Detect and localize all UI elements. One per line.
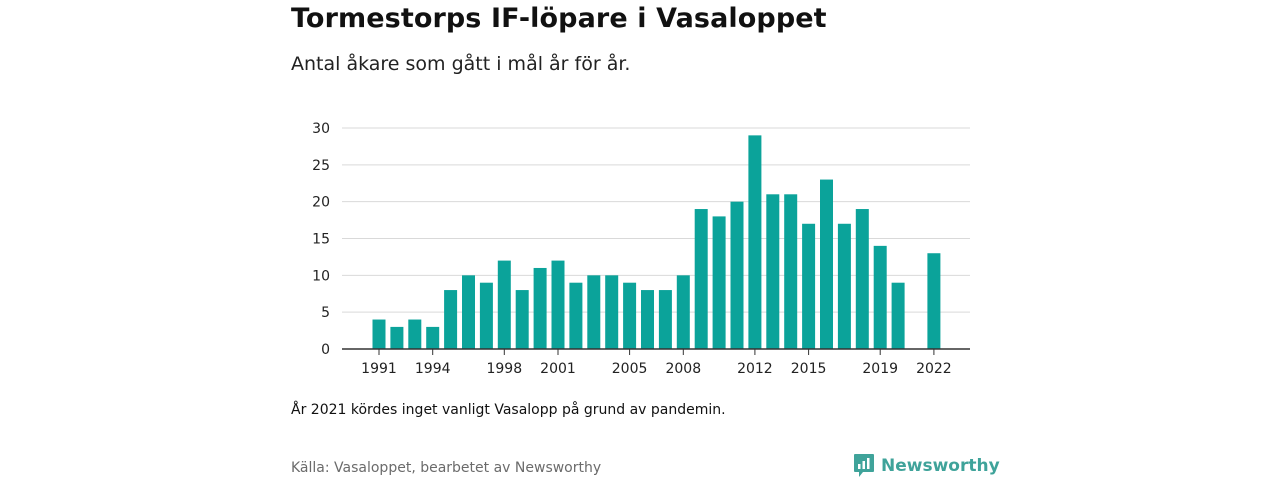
bar-2007 xyxy=(658,290,672,349)
bar-2018 xyxy=(855,209,869,349)
y-tick-label: 0 xyxy=(321,342,330,358)
y-axis: 0 5 10 15 20 25 30 xyxy=(312,121,330,358)
x-tick-label: 2019 xyxy=(862,361,898,377)
brand-name: Newsworthy xyxy=(881,456,1000,476)
y-tick-label: 10 xyxy=(312,268,330,284)
x-tick-label: 2012 xyxy=(737,361,773,377)
x-tick-label: 2008 xyxy=(665,361,701,377)
y-tick-label: 15 xyxy=(312,232,330,248)
bar-2016 xyxy=(820,179,833,349)
bar-2005 xyxy=(623,282,637,349)
x-tick-label: 1998 xyxy=(486,361,522,377)
bar-2010 xyxy=(712,216,726,349)
bar-1999 xyxy=(515,290,529,349)
bar-2006 xyxy=(641,290,654,349)
bar-2015 xyxy=(802,223,816,349)
bar-1995 xyxy=(444,290,458,349)
x-tick-label: 2022 xyxy=(916,361,952,377)
bar-1996 xyxy=(462,275,475,349)
x-axis: 1991 1994 1998 2001 2005 2008 2012 2015 2019 2022 xyxy=(342,348,970,377)
y-tick-label: 20 xyxy=(312,195,330,211)
bar-2004 xyxy=(605,275,619,349)
x-tick-label: 2001 xyxy=(540,361,576,377)
chart-subtitle: Antal åkare som gått i mål år för år. xyxy=(291,53,631,75)
bar-2009 xyxy=(694,209,708,349)
chart-note: År 2021 kördes inget vanligt Vasalopp på… xyxy=(291,402,726,418)
bars xyxy=(372,135,941,349)
brand: Newsworthy xyxy=(853,453,1000,479)
bar-chart: 0 5 10 15 20 25 30 1991 1994 1998 2001 2005 2008 201… xyxy=(312,121,970,377)
bar-1992 xyxy=(390,326,404,349)
bar-2022 xyxy=(927,253,941,349)
bar-2014 xyxy=(784,194,798,349)
bar-2013 xyxy=(766,194,780,349)
bar-2000 xyxy=(533,267,547,349)
bar-1998 xyxy=(497,260,511,349)
bar-2017 xyxy=(837,223,851,349)
x-tick-label: 1991 xyxy=(361,361,397,377)
bar-2002 xyxy=(569,282,583,349)
chart-title: Tormestorps IF-löpare i Vasaloppet xyxy=(291,3,827,34)
x-tick-label: 2015 xyxy=(791,361,827,377)
y-tick-label: 30 xyxy=(312,121,330,137)
bar-2001 xyxy=(551,260,565,349)
source-text: Källa: Vasaloppet, bearbetet av Newswort… xyxy=(291,460,602,476)
x-tick-label: 1994 xyxy=(415,361,451,377)
bar-2011 xyxy=(730,201,744,349)
bar-1994 xyxy=(426,326,440,349)
newsworthy-logo-icon xyxy=(854,454,874,477)
bar-2008 xyxy=(676,275,690,349)
bar-2020 xyxy=(891,282,905,349)
x-tick-label: 2005 xyxy=(612,361,648,377)
bar-2003 xyxy=(587,275,601,349)
bar-1993 xyxy=(408,319,422,349)
y-tick-label: 5 xyxy=(321,305,330,321)
bar-2012 xyxy=(748,135,762,349)
bar-2019 xyxy=(873,245,887,349)
bar-1997 xyxy=(479,282,493,349)
bar-1991 xyxy=(372,319,386,349)
y-tick-label: 25 xyxy=(312,158,330,174)
